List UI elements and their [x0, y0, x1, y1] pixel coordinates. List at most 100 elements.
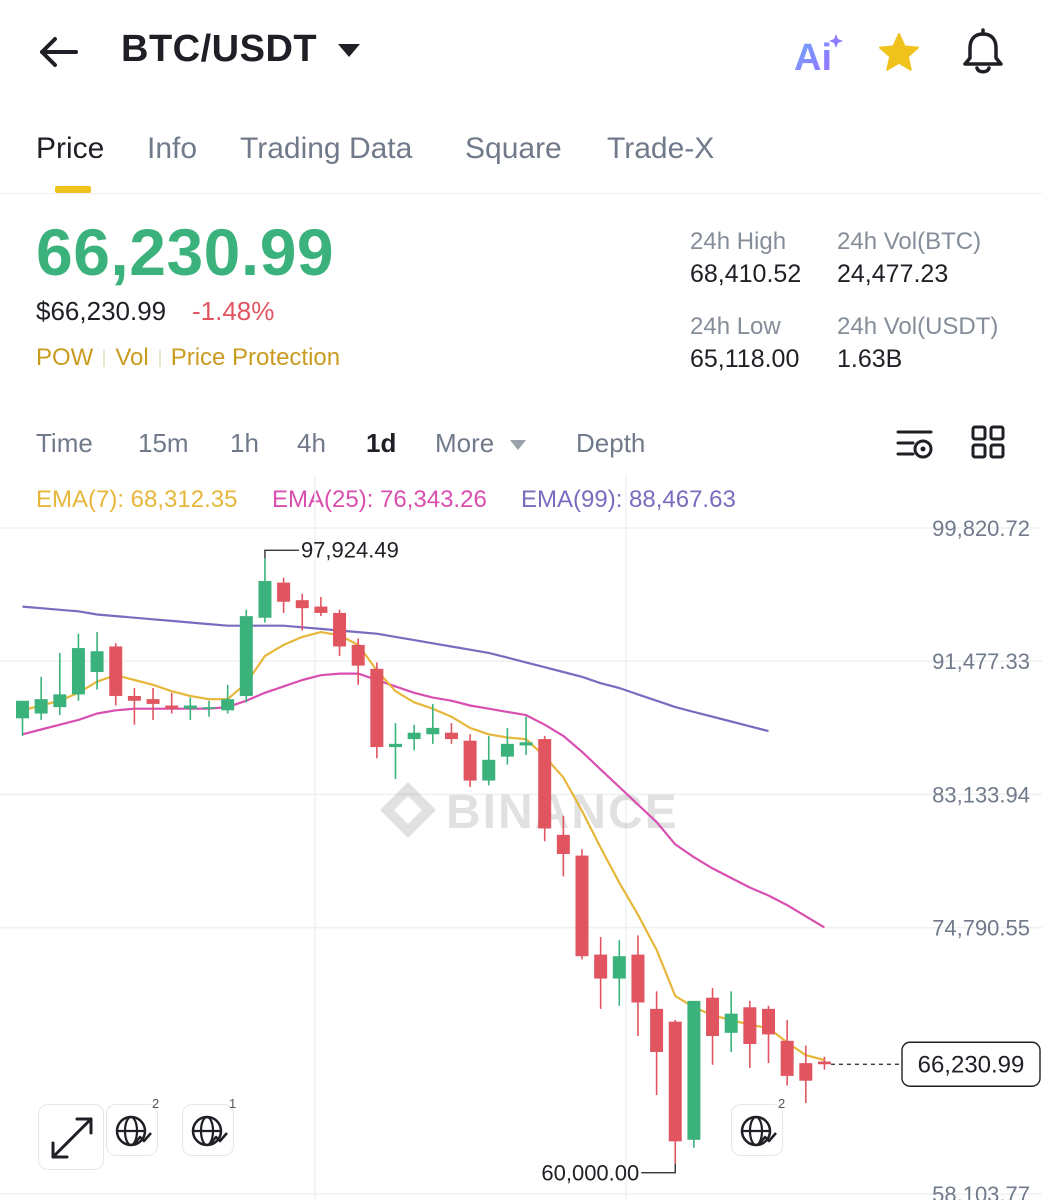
- indicator-c-badge: 2: [778, 1096, 786, 1111]
- tab-info[interactable]: Info: [147, 132, 198, 165]
- candle-body: [706, 997, 720, 1037]
- tab-price[interactable]: Price: [36, 132, 105, 165]
- tab-trade-x[interactable]: Trade-X: [607, 132, 715, 165]
- candle-body: [575, 855, 589, 957]
- candle-body: [743, 1007, 757, 1044]
- candle-body: [594, 954, 608, 979]
- stat-high-label: 24h High: [690, 228, 787, 255]
- candle-body: [463, 740, 477, 781]
- candle-body: [444, 732, 458, 740]
- layout-grid-icon[interactable]: [970, 424, 1006, 460]
- indicator-a-button[interactable]: [106, 1104, 158, 1156]
- candle-body: [780, 1040, 794, 1076]
- back-arrow-icon[interactable]: [36, 32, 80, 72]
- candle-body: [389, 743, 402, 748]
- candle-body: [687, 1000, 701, 1140]
- stat-vol-usdt-label: 24h Vol(USDT): [837, 313, 999, 340]
- globe-chart-icon: [740, 1115, 777, 1147]
- last-price: 66,230.99: [36, 215, 335, 289]
- tf-time[interactable]: Time: [36, 428, 93, 458]
- stat-vol-usdt-value: 1.63B: [837, 345, 903, 373]
- candle-body: [612, 956, 626, 979]
- ai-icon[interactable]: Ai: [792, 32, 844, 76]
- candle-body: [724, 1013, 738, 1033]
- ai-label: Ai: [794, 37, 832, 76]
- price-change: -1.48%: [192, 296, 275, 326]
- candle-body: [333, 612, 347, 647]
- globe-chart-icon: [191, 1115, 228, 1147]
- tab-trading-data[interactable]: Trading Data: [240, 132, 413, 165]
- indicator-b-badge: 1: [229, 1096, 237, 1111]
- indicator-c-button[interactable]: [731, 1104, 783, 1156]
- candle-body: [538, 739, 552, 829]
- chevron-down-icon[interactable]: [338, 44, 360, 57]
- fullscreen-button[interactable]: [38, 1104, 104, 1170]
- candle-body: [34, 699, 48, 714]
- indicator-b-button[interactable]: [182, 1104, 234, 1156]
- stat-vol-btc-label: 24h Vol(BTC): [837, 228, 982, 255]
- candle-body: [314, 606, 328, 613]
- candle-body: [817, 1061, 831, 1065]
- star-icon[interactable]: [876, 30, 922, 76]
- stat-low-label: 24h Low: [690, 313, 781, 340]
- tf-1d[interactable]: 1d: [366, 428, 397, 458]
- current-price-label: 66,230.99: [918, 1051, 1025, 1078]
- candlestick-chart[interactable]: BINANCE 97,924.49 60,000.00 99,820.72 91,4…: [0, 475, 1042, 1200]
- tf-4h[interactable]: 4h: [297, 428, 326, 458]
- candle-body: [500, 743, 514, 757]
- candle-body: [519, 742, 533, 746]
- candle-body: [183, 705, 197, 709]
- tf-15m[interactable]: 15m: [138, 428, 189, 458]
- pair-title[interactable]: BTC/USDT: [121, 28, 318, 70]
- tf-1h[interactable]: 1h: [230, 428, 259, 458]
- tag-divider: [158, 349, 161, 367]
- candle-body: [146, 699, 160, 704]
- candle-body: [202, 707, 216, 709]
- globe-chart-icon: [115, 1115, 152, 1147]
- indicator-a-badge: 2: [152, 1096, 160, 1111]
- candle-body: [16, 700, 29, 719]
- bell-icon[interactable]: [960, 28, 1006, 76]
- chart-settings-icon[interactable]: [895, 424, 935, 464]
- candle-body: [762, 1008, 775, 1035]
- candle-body: [90, 651, 104, 673]
- stat-vol-btc-value: 24,477.23: [837, 260, 949, 288]
- candle-body: [239, 616, 253, 696]
- tag-divider: [103, 349, 106, 367]
- candle-body: [127, 695, 141, 701]
- candle-body: [221, 699, 235, 711]
- current-price-box: [901, 1041, 1041, 1087]
- more-caret-icon[interactable]: [510, 440, 526, 450]
- tag-price-protection[interactable]: Price Protection: [170, 344, 341, 371]
- candle-body: [165, 705, 179, 709]
- min-price-leader: [641, 1163, 676, 1174]
- ema99-line: [22, 605, 769, 733]
- main-tabs: Price Info Trading Data Square Trade-X: [0, 120, 1042, 194]
- ema25-line: [22, 672, 825, 929]
- candle-body: [482, 759, 496, 781]
- watermark-text: BINANCE: [446, 786, 679, 839]
- stat-low-value: 65,118.00: [690, 345, 800, 373]
- tab-square[interactable]: Square: [465, 132, 562, 165]
- tf-depth[interactable]: Depth: [576, 428, 646, 458]
- active-tab-indicator: [55, 186, 91, 193]
- candle-body: [258, 581, 272, 618]
- candle-body: [799, 1063, 813, 1081]
- ema25-legend: EMA(25): 76,343.26: [272, 486, 487, 513]
- candle-body: [370, 668, 384, 748]
- stat-high-value: 68,410.52: [690, 260, 802, 288]
- tag-pow[interactable]: POW: [36, 344, 94, 371]
- fullscreen-icon: [51, 1117, 93, 1159]
- y-axis-label: 83,133.94: [932, 782, 1030, 807]
- y-axis-label: 99,820.72: [932, 516, 1030, 541]
- usd-price: $66,230.99: [36, 296, 167, 326]
- candle-body: [351, 644, 365, 666]
- candle-body: [668, 1021, 682, 1142]
- y-axis-label: 91,477.33: [932, 649, 1030, 674]
- min-price-label: 60,000.00: [541, 1161, 639, 1186]
- max-price-label: 97,924.49: [301, 537, 399, 562]
- tf-more[interactable]: More: [435, 428, 495, 458]
- top-header: BTC/USDT Ai: [0, 0, 1042, 106]
- tag-vol[interactable]: Vol: [115, 344, 149, 371]
- candle-body: [426, 727, 440, 735]
